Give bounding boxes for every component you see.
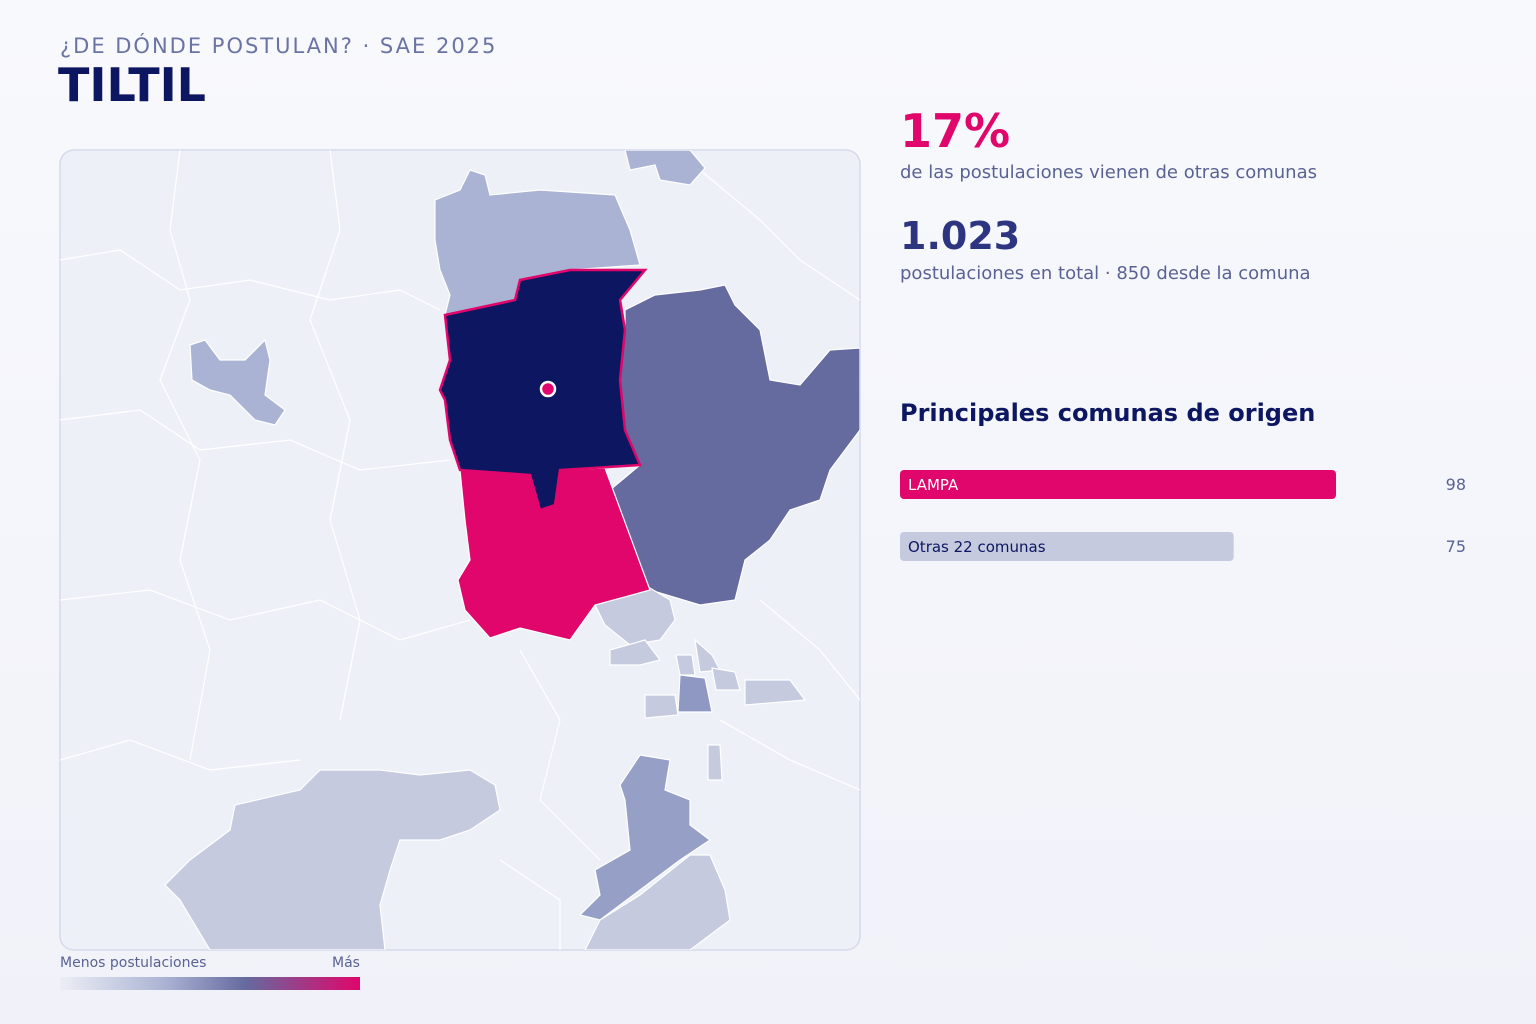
legend-low: Menos postulaciones [60,955,207,971]
bar [900,470,1336,499]
map-layer [60,150,860,950]
chart-title: Principales comunas de origen [900,399,1315,427]
stat-caption: de las postulaciones vienen de otras com… [900,162,1317,183]
kicker: ¿DE DÓNDE POSTULAN? · SAE 2025 [60,34,498,58]
bar-label: Otras 22 comunas [908,538,1046,556]
commune-title: TILTIL [58,58,206,112]
stat-total: 1.023 postulaciones en total · 850 desde… [900,217,1311,284]
stat-value: 1.023 [900,214,1021,258]
stat-caption: postulaciones en total · 850 desde la co… [900,263,1311,284]
legend-high: Más [332,955,360,971]
bar [900,532,1234,561]
value-label: 98 [1446,475,1466,494]
value-label: 75 [1446,537,1466,556]
stat-share: 17% de las postulaciones vienen de otras… [900,108,1317,183]
stat-value: 17% [900,104,1011,158]
legend-ramp [60,977,360,990]
bar-label: LAMPA [908,476,959,494]
origin-chart: Principales comunas de origen LAMPA 98 Otr… [900,399,1466,561]
